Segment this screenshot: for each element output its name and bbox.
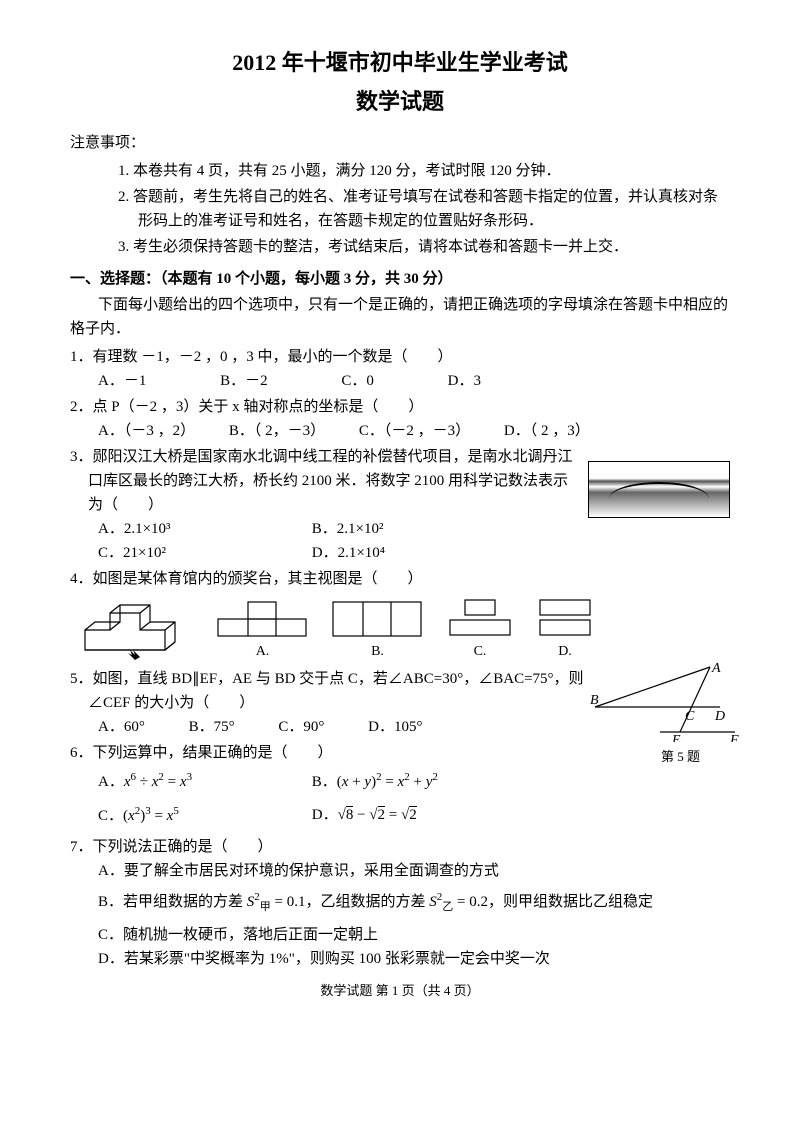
question-5: 5．如图，直线 BD∥EF，AE 与 BD 交于点 C，若∠ABC=30°，∠B… — [70, 667, 730, 739]
exam-page: 2012 年十堰市初中毕业生学业考试 数学试题 注意事项： 1. 本卷共有 4 … — [0, 0, 800, 1132]
q1-opt-d: D．3 — [448, 369, 481, 393]
question-6: 6．下列运算中，结果正确的是（ ） A．x6 ÷ x2 = x3 B．(x + … — [70, 741, 730, 833]
section-desc: 下面每小题给出的四个选项中，只有一个是正确的，请把正确选项的字母填涂在答题卡中相… — [70, 293, 730, 341]
q1-options: A．－1 B．－2 C．0 D．3 — [70, 369, 730, 393]
page-footer: 数学试题 第 1 页（共 4 页） — [70, 981, 730, 1002]
bridge-photo — [588, 461, 730, 518]
q7-opt-d: D．若某彩票"中奖概率为 1%"，则购买 100 张彩票就一定会中奖一次 — [70, 947, 730, 971]
q4-figures: A. B. — [70, 595, 730, 663]
q6-stem: 6．下列运算中，结果正确的是（ ） — [70, 741, 730, 765]
q6-options: A．x6 ÷ x2 = x3 B．(x + y)2 = x2 + y2 C．(x… — [70, 765, 730, 833]
q4-label-b: B. — [330, 641, 425, 663]
q2-opt-c: C．（－2 ，－3） — [359, 419, 470, 443]
q2-opt-a: A．（－3 ，2） — [98, 419, 195, 443]
q5-opt-c: C．90° — [278, 715, 324, 739]
q5-opt-d: D．105° — [368, 715, 422, 739]
svg-text:D: D — [714, 709, 725, 724]
q6-opt-a: A．x6 ÷ x2 = x3 — [98, 765, 308, 799]
q3-opt-d: D．2.1×10⁴ — [312, 541, 385, 565]
q4-opt-b: B. — [330, 597, 425, 663]
q4-opt-c: C. — [445, 597, 515, 663]
question-1: 1．有理数 －1，－2 ，0 ，3 中，最小的一个数是（ ） A．－1 B．－2… — [70, 345, 730, 393]
q6-opt-c: C．(x2)3 = x5 — [98, 799, 308, 833]
svg-text:A: A — [711, 662, 721, 676]
q3-opt-b: B．2.1×10² — [312, 517, 384, 541]
q1-opt-a: A．－1 — [98, 369, 146, 393]
q1-opt-b: B．－2 — [220, 369, 268, 393]
q2-stem: 2．点 P（－2 ，3）关于 x 轴对称点的坐标是（ ） — [70, 395, 730, 419]
q4-label-a: A. — [215, 641, 310, 663]
q2-options: A．（－3 ，2） B．（ 2，－3） C．（－2 ，－3） D．（ 2 ，3） — [70, 419, 730, 443]
q2-opt-b: B．（ 2，－3） — [229, 419, 325, 443]
q4-opt-d: D. — [535, 597, 595, 663]
title-main: 2012 年十堰市初中毕业生学业考试 — [70, 45, 730, 80]
question-2: 2．点 P（－2 ，3）关于 x 轴对称点的坐标是（ ） A．（－3 ，2） B… — [70, 395, 730, 443]
q7-stem: 7．下列说法正确的是（ ） — [70, 835, 730, 859]
q4-label-c: C. — [445, 641, 515, 663]
q7-opt-b: B．若甲组数据的方差 S2甲 = 0.1，乙组数据的方差 S2乙 = 0.2，则… — [70, 889, 730, 917]
q7-opt-a: A．要了解全市居民对环境的保护意识，采用全面调查的方式 — [70, 859, 730, 883]
q6-opt-b: B．(x + y)2 = x2 + y2 — [312, 765, 438, 799]
svg-text:C: C — [685, 709, 695, 724]
question-3: 3．郧阳汉江大桥是国家南水北调中线工程的补偿替代项目，是南水北调丹江口库区最长的… — [70, 445, 730, 565]
q5-figure: A B C D E F — [590, 662, 740, 742]
svg-text:B: B — [590, 693, 599, 708]
q4-stem: 4．如图是某体育馆内的颁奖台，其主视图是（ ） — [70, 567, 730, 591]
q6-opt-d: D．√8 − √2 = √2 — [312, 799, 417, 832]
notice-item: 3. 考生必须保持答题卡的整洁，考试结束后，请将本试卷和答题卡一并上交． — [118, 235, 730, 259]
q2-opt-d: D．（ 2 ，3） — [504, 419, 590, 443]
q4-podium-3d — [80, 595, 195, 663]
question-7: 7．下列说法正确的是（ ） A．要了解全市居民对环境的保护意识，采用全面调查的方… — [70, 835, 730, 971]
notice-item: 2. 答题前，考生先将自己的姓名、准考证号填写在试卷和答题卡指定的位置，并认真核… — [118, 185, 730, 233]
q7-opt-c: C．随机抛一枚硬币，落地后正面一定朝上 — [70, 923, 730, 947]
q3-opt-c: C．21×10² — [98, 541, 268, 565]
notice-list: 1. 本卷共有 4 页，共有 25 小题，满分 120 分，考试时限 120 分… — [70, 159, 730, 259]
question-4: 4．如图是某体育馆内的颁奖台，其主视图是（ ） — [70, 567, 730, 663]
q4-label-d: D. — [535, 641, 595, 663]
svg-text:F: F — [729, 733, 739, 742]
title-sub: 数学试题 — [70, 84, 730, 119]
q3-options: A．2.1×10³ B．2.1×10² C．21×10² D．2.1×10⁴ — [70, 517, 730, 565]
q5-opt-b: B．75° — [189, 715, 235, 739]
q3-opt-a: A．2.1×10³ — [98, 517, 268, 541]
q4-opt-a: A. — [215, 597, 310, 663]
q1-stem: 1．有理数 －1，－2 ，0 ，3 中，最小的一个数是（ ） — [70, 345, 730, 369]
q1-opt-c: C．0 — [341, 369, 374, 393]
q5-opt-a: A．60° — [98, 715, 145, 739]
section-title: 一、选择题：（本题有 10 个小题，每小题 3 分，共 30 分） — [70, 267, 730, 291]
notice-item: 1. 本卷共有 4 页，共有 25 小题，满分 120 分，考试时限 120 分… — [118, 159, 730, 183]
notice-label: 注意事项： — [70, 131, 730, 155]
